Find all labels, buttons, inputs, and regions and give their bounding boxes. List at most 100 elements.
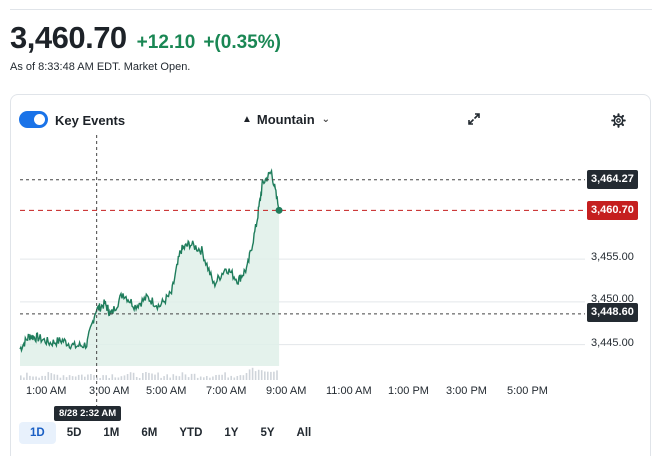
range-button-5d[interactable]: 5D: [66, 427, 82, 439]
range-button-5y[interactable]: 5Y: [260, 427, 275, 439]
volume-bar: [120, 376, 123, 380]
volume-bar: [218, 374, 220, 380]
x-tick-label: 3:00 PM: [446, 385, 487, 397]
volume-bar: [196, 377, 199, 380]
volume-bar: [236, 376, 239, 380]
volume-bar: [96, 377, 98, 380]
volume-bar: [199, 376, 202, 380]
volume-bar: [248, 369, 251, 380]
volume-bar: [154, 374, 156, 380]
volume-bar: [81, 374, 83, 380]
last-price-tag: 3,460.70: [587, 201, 638, 220]
volume-bar: [129, 372, 132, 380]
volume-bar: [257, 369, 260, 380]
volume-bar: [29, 375, 31, 380]
volume-bar: [245, 373, 248, 380]
volume-bar: [26, 372, 28, 380]
chart-type-dropdown[interactable]: ▲ Mountain ⌄: [242, 112, 330, 127]
volume-bar: [102, 375, 104, 380]
current-price: 3,460.70: [10, 20, 127, 55]
volume-bar: [117, 377, 120, 380]
volume-bar: [148, 372, 150, 380]
crosshair-time-tag: 8/28 2:32 AM: [54, 406, 122, 421]
last-price-dot: [275, 206, 283, 214]
volume-bar: [32, 376, 34, 380]
x-tick-label: 9:00 AM: [266, 385, 307, 397]
x-tick-label: 1:00 PM: [388, 385, 429, 397]
volume-bar: [163, 376, 165, 380]
volume-bar: [123, 375, 126, 380]
volume-bar: [239, 375, 242, 380]
y-tick-label: 3,445.00: [591, 337, 634, 349]
range-selector: 1D 5D 1M 6M YTD 1Y 5Y All: [19, 422, 322, 444]
volume-bar: [23, 377, 25, 380]
range-button-ytd[interactable]: YTD: [179, 427, 203, 439]
volume-bar: [251, 367, 254, 380]
high-price-tag: 3,464.27: [587, 170, 638, 189]
volume-bar: [84, 376, 86, 380]
volume-bar: [151, 373, 153, 380]
quote-header: 3,460.70 +12.10 +(0.35%): [10, 20, 281, 56]
x-tick-label: 5:00 PM: [507, 385, 548, 397]
volume-bar: [187, 377, 190, 380]
x-tick-label: 3:00 AM: [89, 385, 130, 397]
volume-bar: [270, 371, 272, 380]
volume-bar: [59, 377, 62, 380]
volume-bar: [53, 374, 56, 380]
y-tick-label: 3,450.00: [591, 293, 634, 305]
as-of-timestamp: As of 8:33:48 AM EDT. Market Open.: [10, 61, 191, 73]
volume-bar: [138, 378, 141, 380]
range-button-1y[interactable]: 1Y: [224, 427, 239, 439]
range-button-6m[interactable]: 6M: [141, 427, 158, 439]
chart-series-line: [19, 168, 280, 353]
volume-bar: [254, 371, 257, 380]
volume-bar: [77, 374, 80, 380]
volume-bar: [56, 374, 59, 380]
volume-bar: [273, 371, 275, 380]
volume-bar: [44, 375, 46, 380]
volume-bar: [71, 376, 74, 380]
volume-bar: [190, 373, 193, 380]
low-price-tag: 3,448.60: [587, 303, 638, 322]
volume-bar: [41, 375, 43, 380]
volume-bar: [215, 375, 217, 380]
volume-bar: [175, 375, 178, 380]
volume-bar: [132, 372, 135, 380]
volume-bar: [87, 374, 89, 380]
volume-bar: [142, 373, 144, 380]
chevron-down-icon: ⌄: [321, 114, 331, 125]
volume-bar: [260, 370, 263, 380]
x-tick-label: 11:00 AM: [326, 385, 372, 397]
price-change: +12.10: [136, 32, 196, 53]
key-events-toggle[interactable]: [19, 111, 48, 128]
volume-bar: [233, 377, 236, 380]
volume-bar: [264, 371, 266, 380]
expand-icon[interactable]: [467, 112, 481, 126]
x-tick-label: 7:00 AM: [206, 385, 247, 397]
volume-bar: [105, 375, 107, 380]
volume-bar: [267, 371, 269, 380]
chart-area-fill: [20, 170, 280, 366]
volume-bar: [50, 373, 53, 380]
volume-bar: [62, 375, 65, 380]
range-button-1d[interactable]: 1D: [19, 422, 56, 444]
volume-bar: [126, 374, 129, 380]
y-tick-label: 3,455.00: [591, 251, 634, 263]
volume-bar: [93, 375, 95, 380]
volume-bar: [20, 375, 22, 380]
range-button-1m[interactable]: 1M: [103, 427, 120, 439]
volume-bar: [224, 372, 226, 380]
volume-bar: [35, 376, 37, 380]
volume-bar: [65, 377, 68, 380]
top-divider: [10, 9, 652, 10]
mountain-icon: ▲: [242, 114, 252, 125]
gear-icon[interactable]: [611, 113, 626, 128]
volume-bar: [242, 375, 245, 380]
volume-bar: [184, 374, 187, 380]
price-change-percent: +(0.35%): [203, 32, 281, 53]
toggle-knob: [34, 114, 45, 125]
volume-bar: [209, 377, 211, 380]
range-button-all[interactable]: All: [296, 427, 312, 439]
volume-bar: [145, 372, 147, 380]
